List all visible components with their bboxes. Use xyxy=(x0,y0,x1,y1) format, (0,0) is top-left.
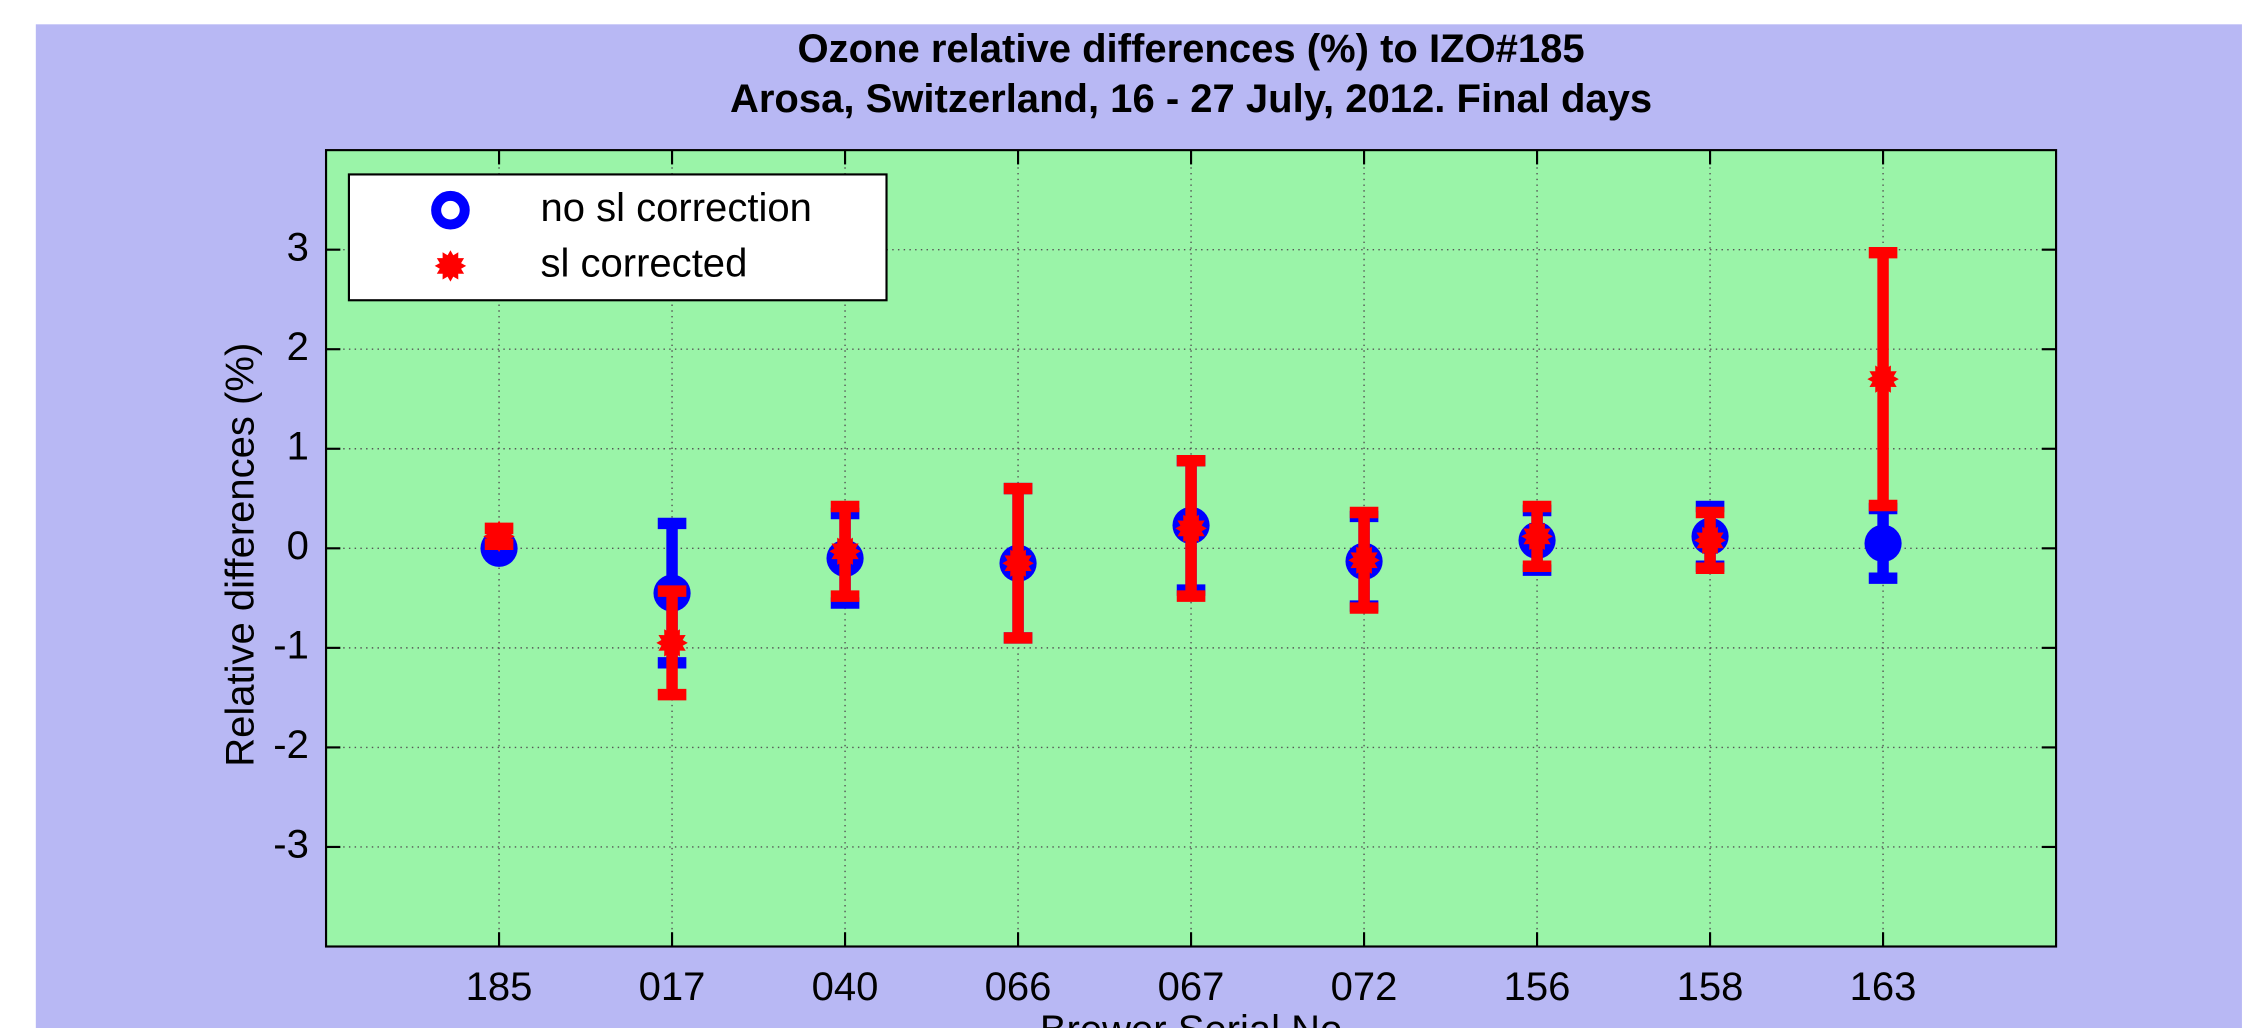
marker xyxy=(1002,547,1034,579)
x-tick-label: 158 xyxy=(1677,965,1744,1009)
x-axis-label: Brewer Serial No xyxy=(1040,1008,1342,1028)
marker xyxy=(1348,544,1380,576)
y-tick-label: -1 xyxy=(273,623,309,667)
x-tick-label: 067 xyxy=(1158,965,1225,1009)
y-tick-label: 1 xyxy=(287,424,309,468)
x-tick-label: 040 xyxy=(812,965,879,1009)
chart-subtitle: Arosa, Switzerland, 16 - 27 July, 2012. … xyxy=(730,77,1652,121)
marker xyxy=(1864,524,1902,562)
x-tick-label: 156 xyxy=(1504,965,1571,1009)
y-tick-label: 0 xyxy=(287,524,309,568)
x-tick-label: 163 xyxy=(1850,965,1917,1009)
legend-marker xyxy=(431,190,470,230)
marker xyxy=(1694,524,1726,557)
marker xyxy=(1867,363,1899,395)
marker xyxy=(1175,512,1207,545)
x-tick-label: 066 xyxy=(985,965,1052,1009)
y-tick-label: -3 xyxy=(273,823,309,867)
marker xyxy=(483,520,515,553)
plot-frame xyxy=(324,149,2058,948)
legend-label: sl corrected xyxy=(541,242,748,286)
y-tick-label: 2 xyxy=(287,325,309,369)
legend-label: no sl correction xyxy=(541,186,812,230)
x-tick-label: 072 xyxy=(1331,965,1398,1009)
y-tick-label: 3 xyxy=(287,225,309,269)
x-tick-label: 017 xyxy=(639,965,706,1009)
marker xyxy=(656,627,688,659)
marker xyxy=(1521,520,1553,553)
y-tick-label: -2 xyxy=(273,723,309,767)
x-tick-label: 185 xyxy=(466,965,533,1009)
chart-title: Ozone relative differences (%) to IZO#18… xyxy=(797,27,1584,71)
marker xyxy=(829,535,861,568)
legend-marker xyxy=(434,250,467,282)
y-axis-label: Relative differences (%) xyxy=(219,343,263,767)
